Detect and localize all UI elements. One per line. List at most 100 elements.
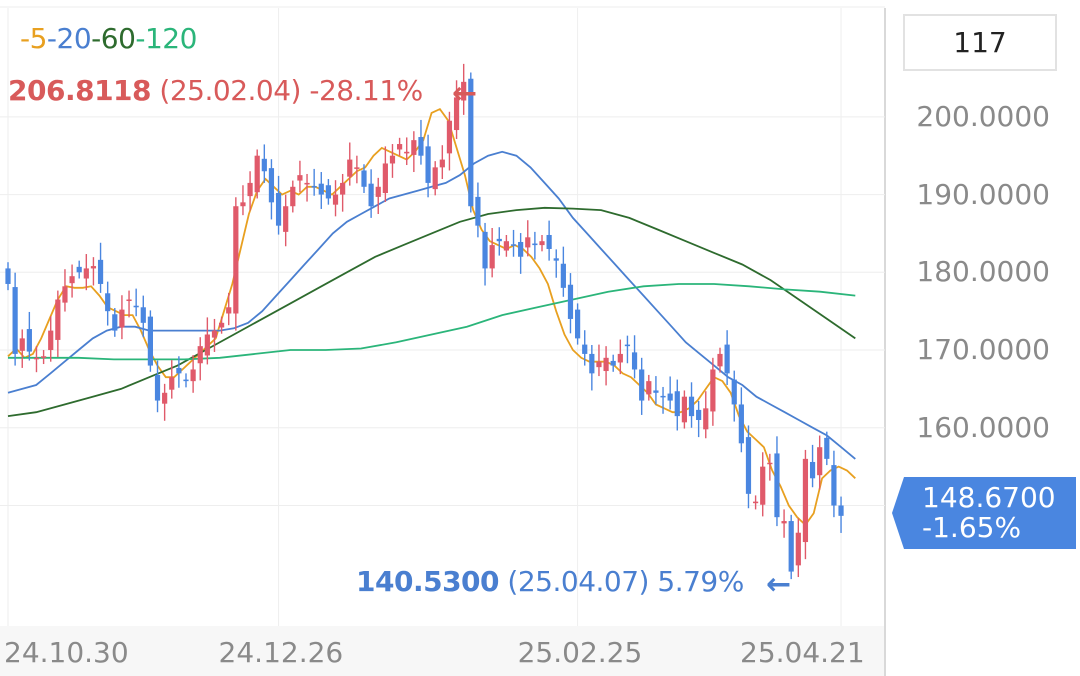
candle-body	[610, 360, 616, 366]
candle	[482, 222, 488, 286]
candle	[397, 137, 403, 156]
candle	[41, 350, 47, 365]
candle	[382, 146, 388, 202]
candle-body	[133, 305, 139, 308]
candle-body	[760, 466, 766, 505]
candle-body	[418, 137, 424, 156]
candle	[717, 347, 723, 373]
candle	[97, 242, 104, 293]
candle-body	[90, 266, 97, 269]
candle	[133, 288, 139, 317]
candle	[219, 316, 225, 334]
candle-body	[717, 353, 723, 367]
candle-body	[226, 307, 232, 314]
candle	[624, 335, 631, 364]
candle	[432, 161, 438, 196]
candle	[354, 155, 360, 184]
candle-body	[496, 238, 502, 242]
candle-body	[325, 185, 331, 199]
high-annotation: 206.8118 (25.02.04) -28.11%	[8, 74, 423, 107]
ma-line-5	[7, 107, 856, 527]
candle-body	[681, 396, 687, 423]
candle	[55, 290, 61, 358]
candle-body	[254, 155, 260, 193]
candle	[724, 330, 730, 386]
candle	[169, 360, 175, 399]
candle-body	[297, 175, 303, 181]
candle-body	[589, 353, 595, 374]
candle	[703, 391, 709, 439]
candle-body	[539, 241, 545, 246]
candle	[546, 220, 552, 261]
candle	[140, 295, 146, 338]
candle-body	[105, 293, 111, 312]
candle-body	[453, 97, 460, 131]
candle	[69, 264, 75, 298]
candle	[617, 339, 623, 375]
candle-body	[838, 505, 844, 516]
candle	[539, 234, 545, 252]
candle-body	[26, 329, 32, 352]
candle-body	[439, 159, 445, 168]
candle	[211, 318, 218, 352]
candle-body	[112, 314, 118, 331]
candle-body	[162, 392, 168, 404]
candle	[5, 262, 11, 291]
candle-body	[461, 81, 467, 101]
candle	[809, 444, 816, 488]
candle-body	[560, 263, 566, 288]
candle	[553, 249, 559, 278]
candle	[510, 229, 517, 257]
candle-body	[475, 196, 481, 226]
candle	[48, 316, 54, 362]
candle-body	[268, 168, 275, 203]
candle	[119, 295, 125, 340]
candle-body	[482, 231, 488, 269]
candle-body	[183, 379, 189, 382]
candle	[582, 330, 588, 366]
candle	[283, 194, 289, 247]
candle	[802, 449, 809, 560]
candlesticks	[5, 63, 844, 580]
candle	[760, 452, 766, 517]
legend-item-120: -120	[135, 22, 197, 55]
candle-body	[190, 369, 196, 382]
candle-body	[546, 234, 552, 249]
candle	[639, 357, 645, 415]
candle	[525, 220, 531, 257]
low-date: (25.04.07)	[507, 565, 649, 598]
x-tick-label: 25.04.21	[740, 636, 865, 669]
y-tick-label: 190.0000	[916, 177, 1050, 211]
candle	[105, 281, 111, 326]
candle	[439, 145, 445, 180]
candle	[375, 177, 381, 214]
candle	[347, 142, 353, 186]
candle	[76, 260, 82, 279]
candle-body	[197, 346, 203, 364]
candle-body	[703, 408, 709, 430]
candle	[446, 111, 453, 171]
candle-body	[311, 186, 317, 188]
candle-body	[824, 437, 830, 459]
candle	[781, 509, 787, 538]
candle-body	[354, 167, 360, 169]
candle	[688, 382, 695, 428]
candle-body	[318, 183, 324, 195]
candle-body	[639, 369, 645, 401]
candle-body	[361, 170, 367, 187]
period-input[interactable]: 117	[903, 14, 1057, 71]
candle	[453, 80, 460, 139]
candle-body	[240, 202, 246, 207]
candle	[532, 231, 538, 260]
candle-body	[753, 501, 759, 504]
candle	[261, 144, 267, 183]
candle	[162, 383, 168, 421]
ma-legend: -5-20-60-120	[20, 22, 197, 55]
legend-item-20: -20	[46, 22, 92, 55]
candle	[26, 311, 32, 361]
candle	[646, 374, 652, 401]
candle	[418, 119, 424, 165]
candle-body	[97, 259, 104, 284]
candle-body	[503, 241, 509, 251]
candle-body	[809, 461, 816, 479]
